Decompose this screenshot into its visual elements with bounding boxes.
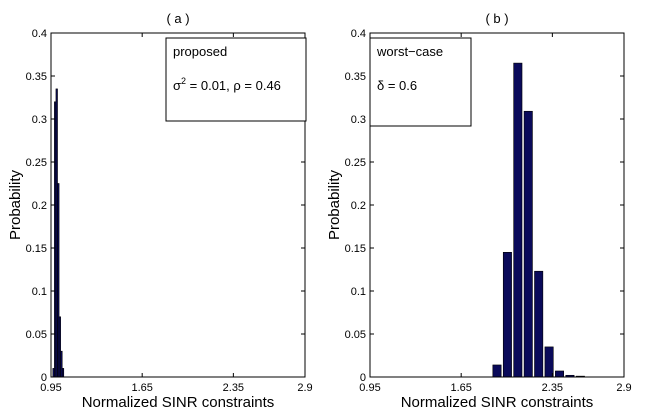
legend-text: worst−case (376, 44, 443, 59)
y-tick-label: 0 (41, 372, 47, 384)
y-tick-label: 0.35 (26, 71, 47, 83)
bar (61, 368, 65, 378)
y-axis-label: Probability (7, 169, 24, 240)
y-tick-label: 0 (360, 372, 366, 384)
bar (492, 364, 502, 378)
bar (555, 370, 564, 378)
y-tick-label: 0.05 (26, 329, 47, 341)
bar (523, 110, 533, 378)
y-tick-label: 0.25 (345, 157, 366, 169)
chart-panel-0: 0 0.05 0.1 0.15 0.2 0.25 0.3 0.35 0.4 0.95 1.65 2.3… (7, 11, 313, 410)
y-tick-label: 0.2 (32, 200, 47, 212)
x-tick-label: 2.35 (542, 382, 563, 394)
x-tick-label: 2.9 (297, 382, 312, 394)
x-tick-label: 1.65 (131, 382, 152, 394)
x-tick-label: 0.95 (359, 382, 380, 394)
legend: worst−case δ = 0.6 (369, 37, 472, 127)
bar (534, 270, 544, 378)
legend-box (165, 37, 307, 122)
legend-box (369, 37, 472, 127)
y-tick-label: 0.3 (32, 114, 47, 126)
bar (513, 62, 523, 378)
y-tick-label: 0.3 (351, 114, 366, 126)
x-tick-label: 1.65 (450, 382, 471, 394)
y-tick-label: 0.4 (32, 28, 47, 40)
y-tick-label: 0.15 (26, 243, 47, 255)
y-tick-label: 0.4 (351, 28, 366, 40)
bar (502, 252, 512, 378)
legend: proposed σ2 = 0.01, ρ = 0.46 (165, 37, 307, 122)
legend-text: σ2 = 0.01, ρ = 0.46 (173, 76, 281, 93)
x-axis-label: Normalized SINR constraints (401, 394, 594, 410)
chart-title: ( a ) (166, 11, 189, 26)
y-tick-label: 0.1 (351, 286, 366, 298)
y-tick-label: 0.25 (26, 157, 47, 169)
y-axis-label: Probability (326, 169, 343, 240)
y-tick-label: 0.15 (345, 243, 366, 255)
x-tick-label: 2.9 (616, 382, 631, 394)
bar (544, 346, 554, 378)
x-tick-label: 0.95 (40, 382, 61, 394)
x-tick-label: 2.35 (223, 382, 244, 394)
legend-text: proposed (173, 44, 227, 59)
chart-title: ( b ) (485, 11, 508, 26)
y-tick-label: 0.1 (32, 286, 47, 298)
x-axis-label: Normalized SINR constraints (82, 394, 275, 410)
y-tick-label: 0.35 (345, 71, 366, 83)
y-tick-label: 0.05 (345, 329, 366, 341)
chart-panel-1: 0 0.05 0.1 0.15 0.2 0.25 0.3 0.35 0.4 0.95 1.65 2.3… (326, 11, 632, 410)
legend-text: δ = 0.6 (377, 78, 417, 93)
y-tick-label: 0.2 (351, 200, 366, 212)
